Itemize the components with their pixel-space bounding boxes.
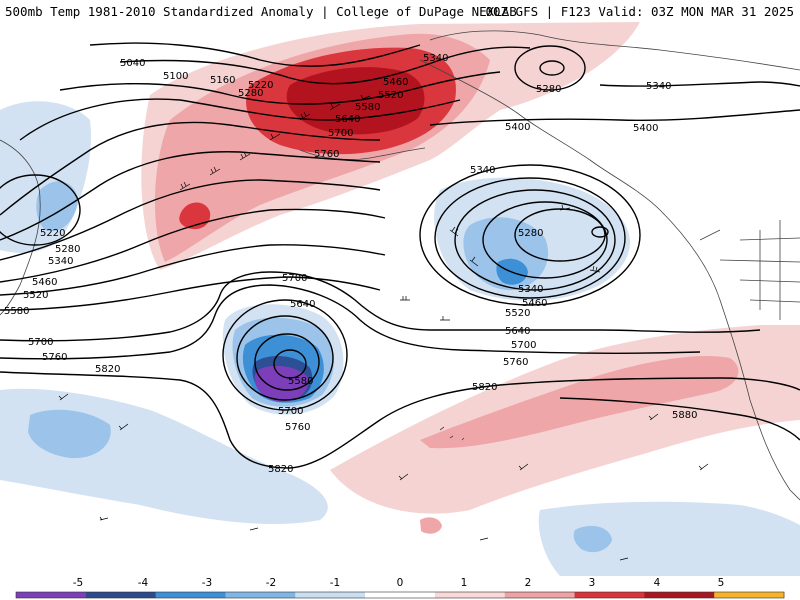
contour-label: 5340 [48,256,73,267]
colorbar-swatch [714,592,785,598]
contour-label: 5280 [55,244,80,255]
colorbar-tick: -1 [330,577,340,589]
contour-label: 5280 [518,228,543,239]
contour-label: 5040 [120,58,145,69]
colorbar-tick: -4 [138,577,149,589]
contour-label: 5100 [163,71,188,82]
colorbar-outline [15,591,785,599]
colorbar-tick: -5 [73,577,83,589]
contour-label: 5820 [268,464,293,475]
colorbar-tick: 5 [718,577,725,589]
positive-anomaly-region [420,517,442,534]
colorbar-swatch [16,592,87,598]
colorbar-tick: 1 [461,577,468,589]
contour-label: 5340 [646,81,671,92]
contour-label: 5760 [314,149,339,160]
contour-label: 5700 [278,406,303,417]
colorbar: -5 -4 -3 -2 -1 0 1 2 3 4 5 [0,576,800,600]
contour-label: 5580 [355,102,380,113]
colorbar-ticks: -5 -4 -3 -2 -1 0 1 2 3 4 5 [73,577,725,589]
model-valid-time: 00Z GFS | F123 Valid: 03Z MON MAR 31 202… [485,4,794,19]
colorbar-tick: -2 [266,577,276,589]
negative-anomaly-region [28,409,111,459]
contour-label: 5700 [282,273,307,284]
colorbar-swatches [15,591,785,599]
colorbar-tick: 0 [397,577,404,589]
contour-label: 5700 [328,128,353,139]
contour-label: 5640 [505,326,530,337]
contour-label: 5760 [503,357,528,368]
contour-label: 5580 [4,306,29,317]
contour-label: 5820 [95,364,120,375]
colorbar-swatch [155,592,226,598]
contour-label: 5460 [32,277,57,288]
colorbar-swatch [295,592,366,598]
map-title: 500mb Temp 1981-2010 Standardized Anomal… [5,4,517,19]
contour-label: 5700 [28,337,53,348]
contour-label: 5340 [470,165,495,176]
contour-label: 5640 [335,114,360,125]
colorbar-swatch [644,592,715,598]
height-contours [0,42,800,469]
colorbar-tick: 4 [654,577,661,589]
contour-label: 5760 [285,422,310,433]
colorbar-swatch [225,592,296,598]
contour-label: 5220 [40,228,65,239]
contour-label: 5460 [383,77,408,88]
coastlines [0,30,800,501]
contour-label: 5700 [511,340,536,351]
colorbar-tick: -3 [202,577,212,589]
negative-anomaly-region [254,365,309,402]
wind-barbs [58,94,709,561]
contour-label: 5760 [42,352,67,363]
contour-label: 5520 [378,90,403,101]
contour-label: 5580 [288,376,313,387]
contour-label: 5640 [290,299,315,310]
contour-label: 5160 [210,75,235,86]
contour-label: 5520 [23,290,48,301]
colorbar-swatch [365,592,436,598]
contour-label: 5220 [248,80,273,91]
contour-label: 5400 [633,123,658,134]
contour-label: 5880 [672,410,697,421]
colorbar-swatch [434,592,506,598]
contour-label: 5280 [536,84,561,95]
contour-labels: 5040 5100 5160 5220 5280 5340 5460 5520 … [4,53,697,475]
contour-label: 5340 [518,284,543,295]
contour-label: 5520 [505,308,530,319]
contour-label: 5460 [522,298,547,309]
colorbar-swatch [574,592,645,598]
contour-label: 5400 [505,122,530,133]
map-header: 500mb Temp 1981-2010 Standardized Anomal… [0,0,800,22]
contour-label: 5820 [472,382,497,393]
colorbar-tick: 2 [525,577,532,589]
negative-anomaly-region [573,525,612,553]
colorbar-graphic: -5 -4 -3 -2 -1 0 1 2 3 4 5 [15,577,785,599]
contour-label: 5280 [238,88,263,99]
colorbar-tick: 3 [589,577,596,589]
colorbar-swatch [504,592,576,598]
negative-anomaly-region [538,501,800,576]
contour-label: 5340 [423,53,448,64]
colorbar-swatch [85,592,157,598]
anomaly-map: 5040 5100 5160 5220 5280 5340 5460 5520 … [0,22,800,576]
